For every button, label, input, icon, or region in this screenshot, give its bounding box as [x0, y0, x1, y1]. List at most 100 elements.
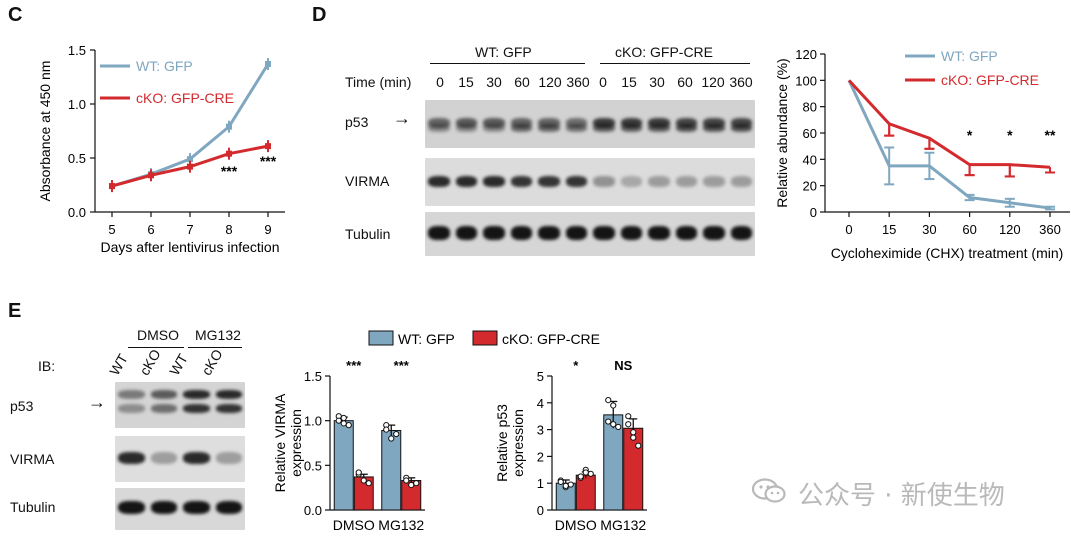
row-label-virma: VIRMA [345, 173, 390, 189]
blot-band [538, 118, 560, 128]
group-bar-wt [430, 63, 585, 64]
legend-swatch [368, 330, 394, 346]
group-bar-dmso [128, 347, 184, 348]
lane-label-wt: WT [106, 351, 131, 378]
blot-d-tubulin [425, 212, 755, 256]
blot-band [455, 176, 477, 187]
time-label-15: 15 [458, 74, 474, 90]
y-tick-label: 1.0 [304, 414, 322, 429]
blot-band [183, 390, 210, 399]
y-tick-label: 100 [795, 73, 817, 88]
blot-band [620, 176, 642, 187]
y-tick-label: 0 [810, 205, 817, 220]
blot-band [150, 501, 177, 514]
time-label-120: 120 [701, 74, 725, 90]
row-label-e-p53: p53 [10, 398, 34, 414]
x-axis-label: Days after lentivirus infection [101, 239, 280, 255]
time-label-0: 0 [599, 74, 607, 90]
blot-e-p53 [115, 382, 245, 428]
wechat-icon [751, 478, 786, 504]
blot-band [428, 118, 450, 128]
y-tick-label: 120 [795, 47, 817, 62]
chart-c: 0.0 0.5 1.0 1.5 5 6 7 8 9 Days after lentivirus i… [37, 43, 285, 255]
x-tick-label: DMSO [333, 517, 375, 533]
significance-marker: *** [221, 163, 238, 179]
blot-d-virma [425, 158, 755, 206]
significance-marker: * [967, 127, 973, 143]
blot-band [593, 124, 615, 132]
time-label-30: 30 [649, 74, 665, 90]
blot-band [730, 176, 752, 187]
y-tick-label: 3 [537, 423, 544, 438]
y-tick-label: 0.0 [68, 205, 86, 220]
blot-e-virma [115, 436, 245, 482]
x-tick-label: DMSO [555, 517, 597, 533]
blot-band [118, 390, 145, 399]
group-label-wt: WT: GFP [475, 44, 532, 60]
blot-band [565, 176, 587, 187]
data-point [365, 480, 372, 487]
y-tick-label: 60 [803, 126, 817, 141]
time-label-30: 30 [486, 74, 502, 90]
blot-band [215, 452, 242, 464]
data-point [340, 414, 347, 422]
blot-band [730, 118, 752, 128]
blot-band [118, 452, 145, 464]
group-bar-cko [600, 63, 750, 64]
significance-marker: *** [260, 153, 277, 169]
bar [381, 429, 402, 511]
blot-band [428, 176, 450, 187]
time-label-360: 360 [729, 74, 753, 90]
series-line-wt [847, 79, 1051, 210]
panel-label-e: E [8, 300, 22, 322]
data-point [610, 421, 617, 428]
blot-band [483, 118, 505, 128]
x-tick-label: 30 [922, 222, 936, 237]
x-tick-label: 60 [962, 222, 976, 237]
y-tick-label: 5 [537, 369, 544, 384]
blot-band [620, 118, 642, 128]
panel-label-d: D [312, 4, 327, 26]
x-tick-label: 8 [225, 222, 232, 237]
blot-band [593, 176, 615, 187]
x-tick-label: 9 [264, 222, 271, 237]
row-label-e-tubulin: Tubulin [10, 499, 56, 515]
x-axis-label: Cycloheximide (CHX) treatment (min) [831, 245, 1064, 261]
data-point [605, 418, 612, 425]
lane-label-cko: cKO [198, 346, 226, 378]
x-tick-label: MG132 [600, 517, 646, 533]
significance-marker: ** [1045, 127, 1056, 143]
data-point [340, 420, 347, 427]
y-tick-label: 1.5 [68, 43, 86, 58]
data-point [630, 434, 637, 441]
data-point [615, 423, 622, 431]
blot-band [118, 501, 145, 514]
blot-band [483, 124, 505, 132]
blot-band [675, 124, 697, 132]
y-tick-label: 40 [803, 152, 817, 167]
legend-label: cKO: GFP-CRE [502, 331, 600, 347]
significance-marker: * [1007, 127, 1013, 143]
row-label-e-virma: VIRMA [10, 451, 55, 467]
blot-band [510, 226, 532, 240]
data-point [360, 477, 367, 484]
blot-band [215, 501, 242, 514]
y-tick-label: 80 [803, 100, 817, 115]
blot-band [538, 176, 560, 187]
x-tick-label: 7 [186, 222, 193, 237]
legend-swatch [472, 330, 498, 346]
chart-e: WT: GFP cKO: GFP-CRE 0.0 0.5 1.0 1.5 DMSO *** MG… [272, 330, 647, 533]
y-tick-label: 1 [537, 476, 544, 491]
blot-band [428, 226, 450, 240]
y-axis-label: Relative p53 [494, 404, 510, 482]
arrow-icon: → [88, 392, 106, 412]
legend-label: cKO: GFP-CRE [941, 72, 1039, 88]
data-point [635, 442, 642, 449]
blot-band [593, 118, 615, 128]
blot-band [510, 176, 532, 187]
group-label-cko: cKO: GFP-CRE [615, 44, 714, 60]
blot-band [565, 118, 587, 128]
blot-band [648, 176, 670, 187]
y-axis-label: expression [510, 409, 526, 477]
significance-marker: NS [614, 358, 632, 373]
